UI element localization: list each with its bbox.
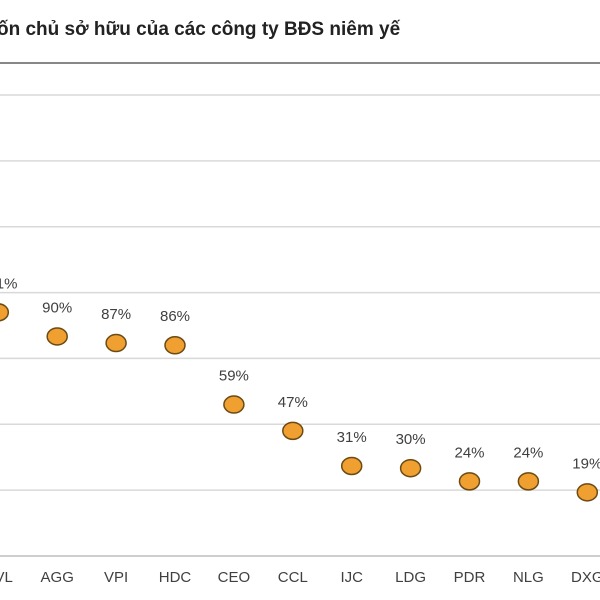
dot [105, 333, 127, 353]
x-tick-label: PDR [454, 569, 486, 586]
dot [0, 303, 10, 322]
dot [517, 472, 540, 491]
data-label: 87% [101, 306, 131, 323]
data-label: 47% [278, 394, 308, 411]
dot [458, 472, 481, 491]
x-tick-label: NVL [0, 569, 13, 586]
data-label: 90% [42, 299, 72, 316]
dot [164, 336, 186, 355]
data-label: 30% [396, 431, 426, 448]
dot [223, 395, 245, 414]
data-label: 101% [0, 275, 17, 292]
dot [282, 421, 304, 441]
dot [340, 456, 363, 476]
x-tick-label: DXG [571, 569, 600, 586]
data-label: 86% [160, 308, 190, 325]
data-label: 24% [454, 444, 484, 461]
x-tick-label: CCL [278, 569, 308, 586]
dot [399, 458, 422, 478]
x-tick-label: HDC [159, 569, 192, 586]
x-tick-label: AGG [41, 569, 74, 586]
dot [46, 327, 68, 346]
chart-title: ốn chủ sở hữu của các công ty BĐS niêm y… [0, 19, 401, 40]
data-label: 19% [572, 455, 600, 472]
dot [576, 483, 599, 502]
data-label: 24% [513, 444, 543, 461]
x-tick-label: IJC [340, 569, 363, 586]
x-tick-label: CEO [218, 569, 251, 586]
x-tick-label: LDG [395, 569, 426, 586]
x-tick-label: VPI [104, 569, 128, 586]
data-label: 59% [219, 367, 249, 384]
data-label: 31% [337, 429, 367, 446]
x-tick-label: NLG [513, 569, 544, 586]
